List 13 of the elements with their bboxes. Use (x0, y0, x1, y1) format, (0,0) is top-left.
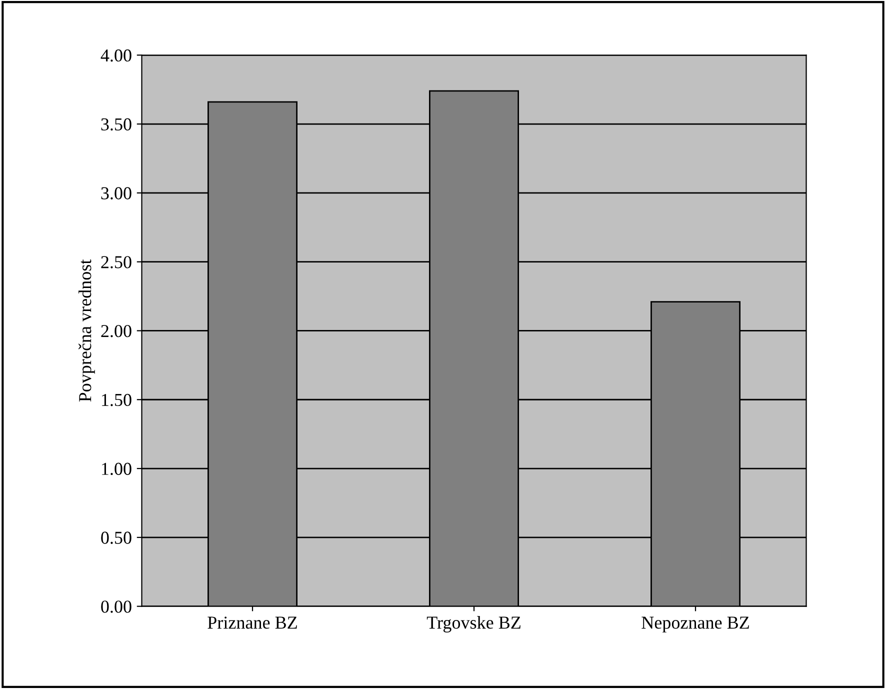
y-axis-title: Povprečna vrednost (78, 259, 95, 402)
x-tick-label: Trgovske BZ (426, 616, 520, 632)
y-tick-label: 1.50 (102, 394, 132, 406)
y-tick-label: 2.50 (101, 256, 132, 268)
y-tick-label: 3.00 (101, 187, 132, 200)
y-tick-label: 1.00 (102, 462, 132, 476)
y-tick-label: 2.00 (101, 324, 132, 338)
y-tick-label: 0.50 (101, 532, 132, 544)
y-tick-label: 4.00 (100, 49, 132, 62)
y-tick-label: 0.00 (101, 600, 132, 613)
x-tick-label: Nepoznane BZ (642, 616, 749, 632)
y-tick-label: 3.50 (101, 118, 132, 131)
x-tick-label: Priznane BZ (208, 616, 297, 629)
